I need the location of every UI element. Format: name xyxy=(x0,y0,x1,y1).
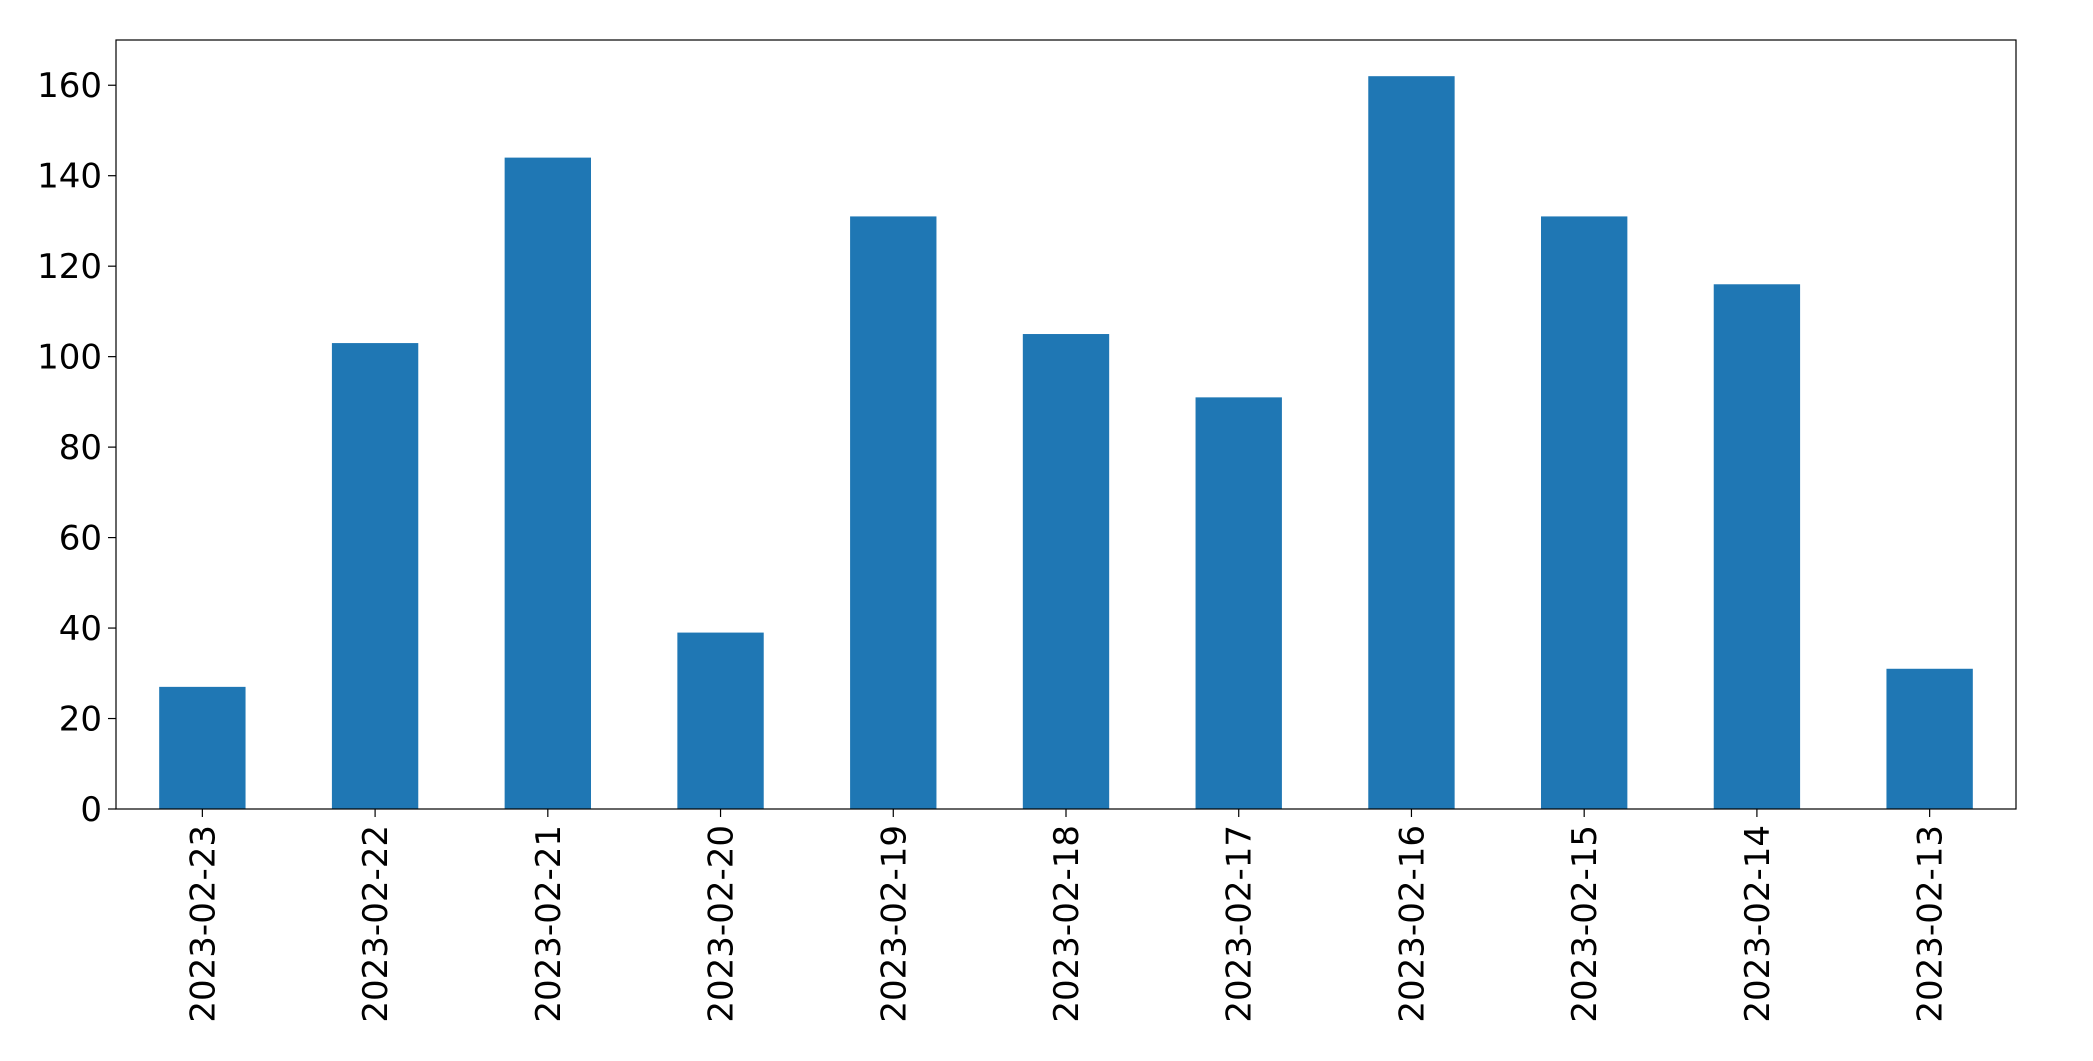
y-tick-label: 80 xyxy=(59,428,102,468)
bar xyxy=(331,343,419,809)
bar xyxy=(1368,76,1455,809)
bar xyxy=(159,686,246,809)
y-tick-label: 0 xyxy=(80,790,102,830)
y-tick-label: 120 xyxy=(37,247,102,287)
y-tick-label: 160 xyxy=(37,66,102,106)
y-tick-label: 140 xyxy=(37,157,102,197)
x-tick-label: 2023-02-22 xyxy=(356,825,396,1023)
y-tick-label: 20 xyxy=(59,700,102,740)
bar xyxy=(1541,216,1628,809)
y-tick-label: 100 xyxy=(37,338,102,378)
x-tick-label: 2023-02-14 xyxy=(1738,825,1778,1023)
x-tick-label: 2023-02-21 xyxy=(529,825,569,1023)
x-tick-label: 2023-02-17 xyxy=(1220,825,1260,1023)
x-tick-label: 2023-02-23 xyxy=(183,825,223,1023)
bar xyxy=(1886,668,1973,809)
x-tick-label: 2023-02-20 xyxy=(702,825,742,1023)
bar xyxy=(1713,284,1801,809)
bar xyxy=(850,216,937,809)
x-tick-label: 2023-02-19 xyxy=(874,825,914,1023)
x-tick-label: 2023-02-18 xyxy=(1047,825,1087,1023)
bar xyxy=(1195,397,1282,809)
bar xyxy=(504,157,591,810)
x-tick-label: 2023-02-13 xyxy=(1911,825,1951,1023)
x-tick-label: 2023-02-15 xyxy=(1565,825,1605,1023)
y-tick-label: 40 xyxy=(59,609,102,649)
x-tick-label: 2023-02-16 xyxy=(1392,825,1432,1023)
bar xyxy=(1022,334,1110,809)
plot-frame xyxy=(115,39,2017,810)
y-tick-label: 60 xyxy=(59,519,102,559)
bar xyxy=(677,632,764,809)
